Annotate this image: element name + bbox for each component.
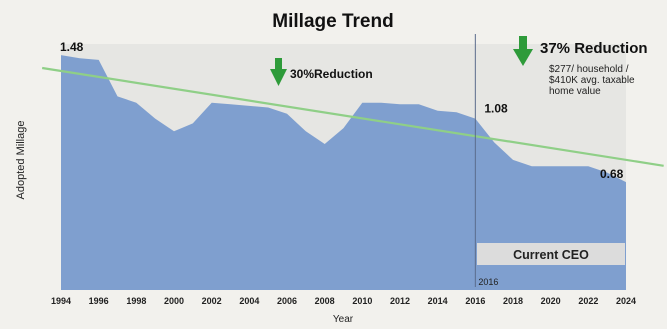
- x-tick-label-1996: 1996: [89, 296, 109, 306]
- x-tick-label-2024: 2024: [616, 296, 636, 306]
- x-tick-label-2014: 2014: [428, 296, 448, 306]
- current-ceo-box: [477, 243, 625, 265]
- reduction-arrow-1: [270, 58, 287, 86]
- x-tick-label-2012: 2012: [390, 296, 410, 306]
- x-tick-label-2000: 2000: [164, 296, 184, 306]
- x-tick-label-2010: 2010: [352, 296, 372, 306]
- x-tick-label-2008: 2008: [315, 296, 335, 306]
- data-label-2024: 0.68: [600, 167, 624, 181]
- data-label-1994: 1.48: [60, 40, 84, 54]
- reduction-detail-line-3: home value: [549, 86, 601, 97]
- reduction-label-2: 37% Reduction: [540, 40, 648, 57]
- x-tick-label-2004: 2004: [239, 296, 259, 306]
- x-tick-label-2020: 2020: [541, 296, 561, 306]
- x-tick-label-1998: 1998: [126, 296, 146, 306]
- x-tick-label-2022: 2022: [578, 296, 598, 306]
- x-axis-label: Year: [333, 314, 354, 324]
- reduction-detail-line-2: $410K avg. taxable: [549, 75, 635, 86]
- millage-area: [61, 55, 626, 290]
- chart-title: Millage Trend: [272, 11, 393, 32]
- x-tick-label-2018: 2018: [503, 296, 523, 306]
- reduction-label-1: 30%Reduction: [290, 67, 373, 81]
- x-tick-label-2006: 2006: [277, 296, 297, 306]
- data-label-2016: 1.08: [484, 102, 508, 116]
- marker-year-label: 2016: [478, 277, 498, 287]
- current-ceo-label: Current CEO: [513, 248, 589, 262]
- trend-line: [41, 66, 664, 167]
- x-tick-label-2016: 2016: [465, 296, 485, 306]
- y-axis-label: Adopted Millage: [15, 121, 27, 200]
- x-tick-label-1994: 1994: [51, 296, 71, 306]
- reduction-detail-line-1: $277/ household /: [549, 64, 629, 75]
- data-labels: 1.48 1.08 0.68: [60, 40, 624, 181]
- x-axis-ticks: 1994 1996 1998 2000 2002 2004 2006 2008 2010 2012…: [51, 296, 636, 306]
- reduction-arrow-2: [513, 36, 533, 66]
- x-tick-label-2002: 2002: [202, 296, 222, 306]
